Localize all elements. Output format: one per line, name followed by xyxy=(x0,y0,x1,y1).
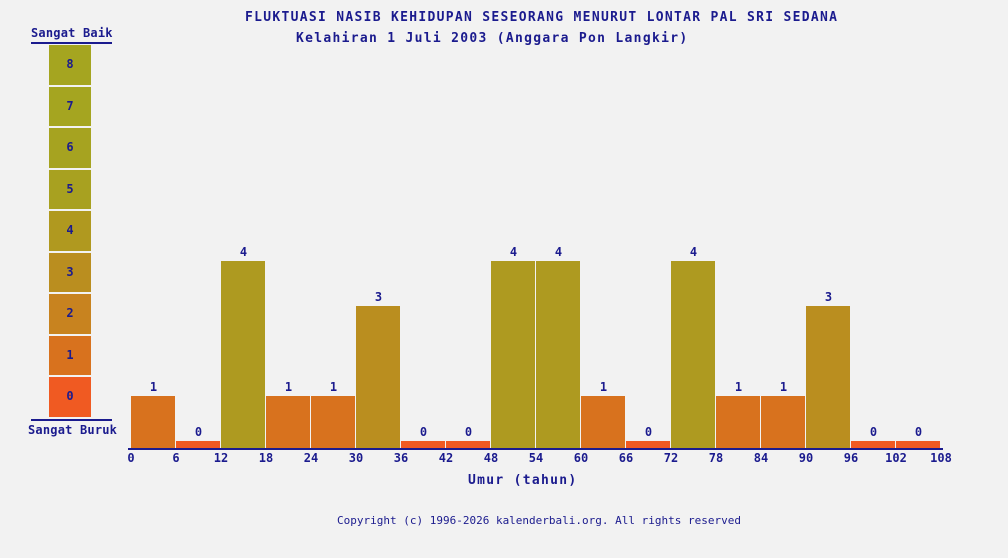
copyright-text: Copyright (c) 1996-2026 kalenderbali.org… xyxy=(337,514,741,527)
x-tick-90: 90 xyxy=(798,451,814,465)
x-tick-48: 48 xyxy=(483,451,499,465)
bar-value-label: 1 xyxy=(734,380,743,394)
bar-value-label: 4 xyxy=(689,245,698,259)
bar-value-label: 3 xyxy=(824,290,833,304)
scale-cell-7: 7 xyxy=(49,86,91,126)
bar-age-42-48 xyxy=(446,441,490,448)
x-axis-title: Umur (tahun) xyxy=(468,473,578,488)
bar-plot-area: 1 0 4 1 1 3 0 0 4 4 1 0 4 1 1 3 0 0 xyxy=(131,0,941,448)
x-tick-42: 42 xyxy=(438,451,454,465)
bar-age-72-78 xyxy=(671,261,715,448)
x-tick-6: 6 xyxy=(172,451,180,465)
chart-subtitle: Kelahiran 1 Juli 2003 (Anggara Pon Langk… xyxy=(296,31,689,46)
scale-cell-6: 6 xyxy=(49,128,91,168)
bar-age-84-90 xyxy=(761,396,805,448)
x-tick-36: 36 xyxy=(393,451,409,465)
x-tick-30: 30 xyxy=(348,451,364,465)
bar-age-30-36 xyxy=(356,306,400,448)
x-tick-0: 0 xyxy=(127,451,135,465)
bar-age-90-96 xyxy=(806,306,850,448)
x-tick-78: 78 xyxy=(708,451,724,465)
x-tick-60: 60 xyxy=(573,451,589,465)
chart-title: FLUKTUASI NASIB KEHIDUPAN SESEORANG MENU… xyxy=(245,10,839,25)
x-tick-24: 24 xyxy=(303,451,319,465)
scale-bottom-divider xyxy=(31,419,112,421)
bar-value-label: 4 xyxy=(554,245,563,259)
bar-age-60-66 xyxy=(581,396,625,448)
bar-value-label: 0 xyxy=(914,425,923,439)
scale-cell-4: 4 xyxy=(49,211,91,251)
bar-age-54-60 xyxy=(536,261,580,448)
x-tick-66: 66 xyxy=(618,451,634,465)
x-tick-108: 108 xyxy=(930,451,952,465)
x-tick-72: 72 xyxy=(663,451,679,465)
x-tick-18: 18 xyxy=(258,451,274,465)
bar-value-label: 4 xyxy=(239,245,248,259)
bar-age-78-84 xyxy=(716,396,760,448)
scale-label-sangat-baik: Sangat Baik xyxy=(31,26,113,40)
x-axis-ticks: 0 6 12 18 24 30 36 42 48 54 60 66 72 78 84 90 96 102 108 xyxy=(127,451,951,465)
bar-age-18-24 xyxy=(266,396,310,448)
x-tick-102: 102 xyxy=(885,451,907,465)
bar-age-0-6 xyxy=(131,396,175,448)
bar-value-label: 0 xyxy=(464,425,473,439)
bar-value-label: 1 xyxy=(779,380,788,394)
bar-value-label: 0 xyxy=(869,425,878,439)
bar-value-label: 1 xyxy=(329,380,338,394)
scale-cell-8: 8 xyxy=(49,45,91,85)
x-tick-54: 54 xyxy=(528,451,544,465)
x-axis-line xyxy=(128,448,943,450)
scale-cell-0: 0 xyxy=(49,377,91,417)
bar-value-label: 1 xyxy=(599,380,608,394)
bar-age-66-72 xyxy=(626,441,670,448)
bar-value-label: 4 xyxy=(509,245,518,259)
x-tick-12: 12 xyxy=(213,451,229,465)
scale-label-sangat-buruk: Sangat Buruk xyxy=(28,423,118,437)
bar-age-6-12 xyxy=(176,441,220,448)
bar-value-label: 0 xyxy=(194,425,203,439)
scale-cell-2: 2 xyxy=(49,294,91,334)
bar-value-label: 1 xyxy=(149,380,158,394)
scale-top-divider xyxy=(31,42,112,44)
bar-age-102-108 xyxy=(896,441,940,448)
bar-age-48-54 xyxy=(491,261,535,448)
bar-age-36-42 xyxy=(401,441,445,448)
bar-value-label: 0 xyxy=(644,425,653,439)
bar-age-24-30 xyxy=(311,396,355,448)
x-tick-96: 96 xyxy=(843,451,859,465)
bar-age-96-102 xyxy=(851,441,895,448)
bar-value-label: 0 xyxy=(419,425,428,439)
x-tick-84: 84 xyxy=(753,451,769,465)
bar-value-label: 1 xyxy=(284,380,293,394)
bar-age-12-18 xyxy=(221,261,265,448)
scale-cell-1: 1 xyxy=(49,335,91,375)
scale-cell-5: 5 xyxy=(49,169,91,209)
bar-value-label: 3 xyxy=(374,290,383,304)
scale-cell-3: 3 xyxy=(49,252,91,292)
